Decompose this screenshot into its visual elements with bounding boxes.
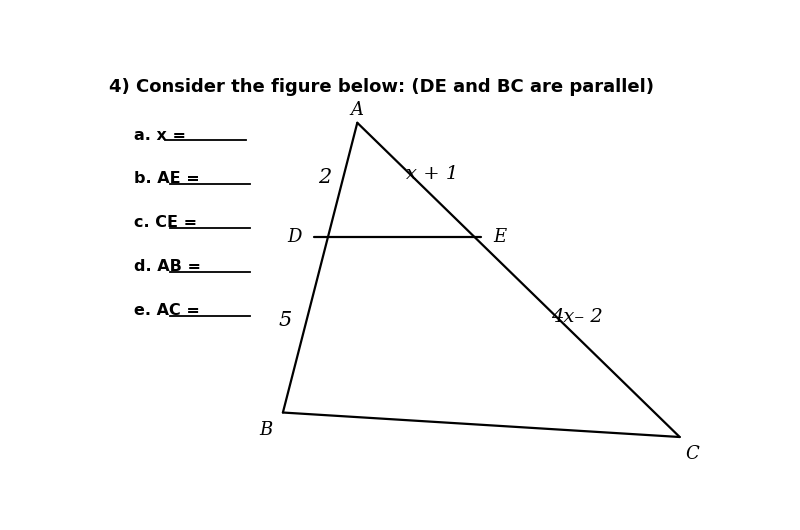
Text: e. AC =: e. AC = xyxy=(134,303,206,319)
Text: d. AB =: d. AB = xyxy=(134,259,206,275)
Text: a. x =: a. x = xyxy=(134,128,192,143)
Text: D: D xyxy=(287,228,302,246)
Text: E: E xyxy=(494,228,506,246)
Text: b. AE =: b. AE = xyxy=(134,171,206,186)
Text: 5: 5 xyxy=(278,311,291,330)
Text: x + 1: x + 1 xyxy=(406,165,458,183)
Text: B: B xyxy=(259,421,272,439)
Text: 4x– 2: 4x– 2 xyxy=(551,307,603,325)
Text: 4) Consider the figure below: (DE and BC are parallel): 4) Consider the figure below: (DE and BC… xyxy=(110,78,654,96)
Text: 2: 2 xyxy=(318,169,332,188)
Text: A: A xyxy=(350,101,364,119)
Text: c. CE =: c. CE = xyxy=(134,215,203,230)
Text: C: C xyxy=(686,445,699,463)
